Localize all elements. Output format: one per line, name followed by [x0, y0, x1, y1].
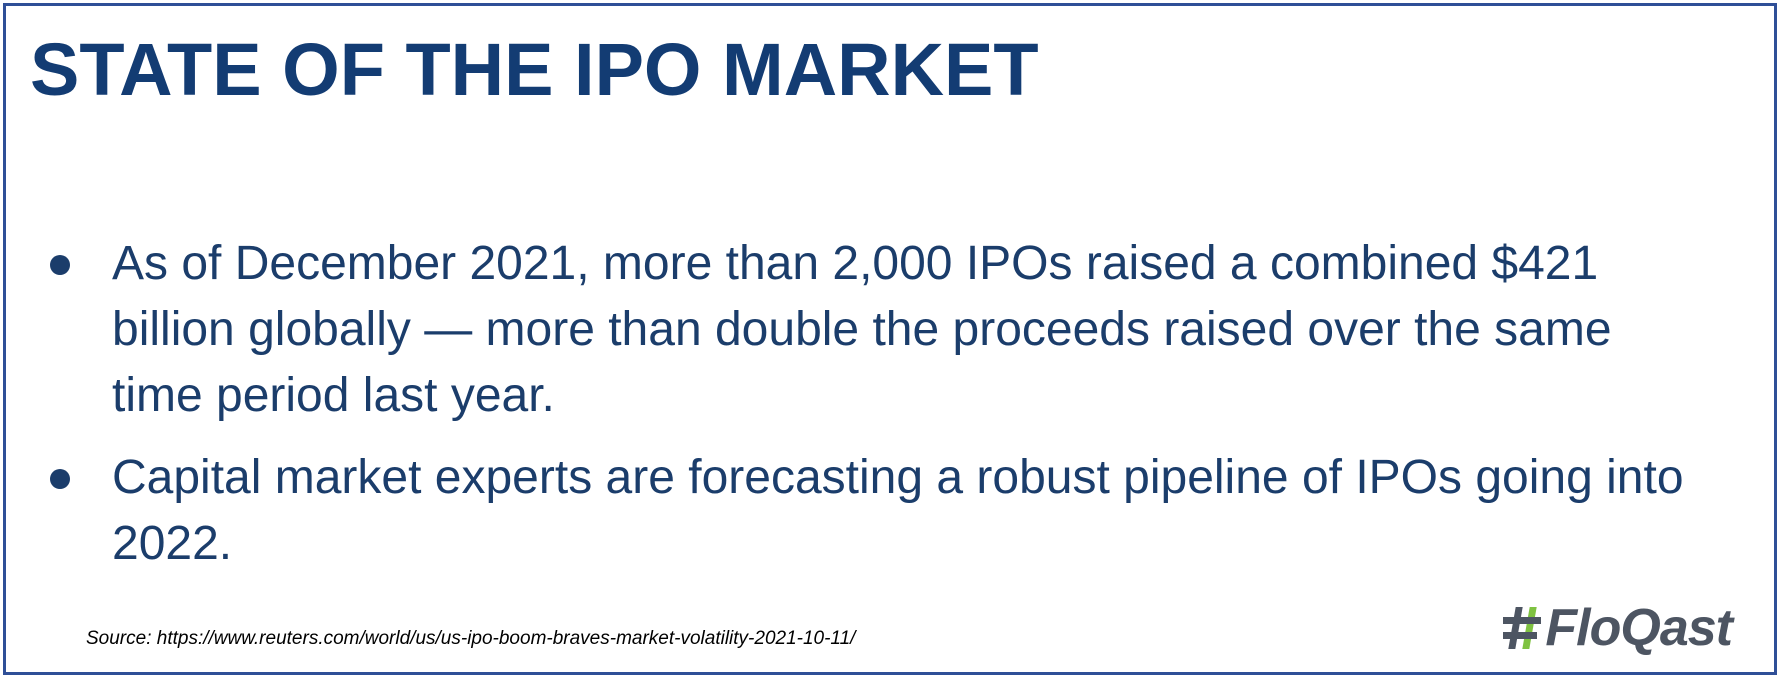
bullet-item-ipo-proceeds: As of December 2021, more than 2,000 IPO… [46, 231, 1706, 429]
bullet-text: Capital market experts are forecasting a… [112, 451, 1684, 570]
bullet-dot-icon [50, 469, 70, 489]
slide: STATE OF THE IPO MARKET As of December 2… [3, 3, 1777, 675]
bullet-item-pipeline-forecast: Capital market experts are forecasting a… [46, 445, 1706, 577]
floqast-logo: FloQast [1503, 599, 1733, 657]
bullet-text: As of December 2021, more than 2,000 IPO… [112, 237, 1612, 422]
source-citation: Source: https://www.reuters.com/world/us… [86, 628, 856, 649]
floqast-hash-icon [1503, 605, 1543, 651]
bullet-list: As of December 2021, more than 2,000 IPO… [46, 231, 1706, 593]
bullet-dot-icon [50, 255, 70, 275]
slide-title: STATE OF THE IPO MARKET [30, 28, 1039, 111]
logo-wordmark: FloQast [1545, 599, 1733, 657]
